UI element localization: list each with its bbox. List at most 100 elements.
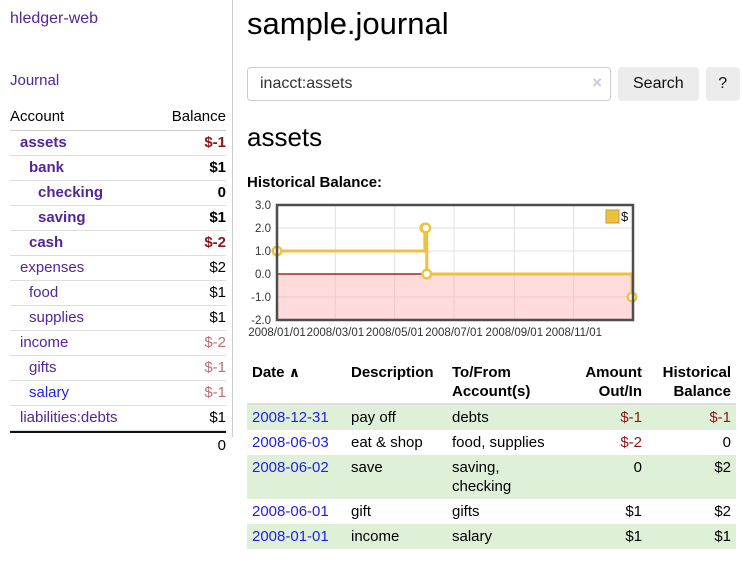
- account-row: gifts $-1: [10, 356, 226, 381]
- transaction-date-link[interactable]: 2008-12-31: [252, 409, 329, 427]
- account-link[interactable]: supplies: [29, 309, 85, 326]
- account-row: expenses $2: [10, 256, 226, 281]
- date-cell: 2008-06-02: [247, 455, 346, 499]
- svg-text:-1.0: -1.0: [251, 292, 271, 304]
- amount-cell: $-1: [620, 409, 642, 427]
- account-row: saving $1: [10, 206, 226, 231]
- register-row: 2008-12-31 pay off debts $-1 $-1: [247, 404, 736, 431]
- balance-column-header: Balance: [171, 108, 226, 125]
- help-button[interactable]: ?: [705, 66, 740, 101]
- balance-chart-svg: $ -2.0 -1.0 0.0 1.0 2.0 3.0 2008/01/01 2008/03/0…: [248, 200, 638, 339]
- register-row: 2008-06-02 save saving, checking 0 $2: [247, 455, 736, 500]
- transaction-date-link[interactable]: 2008-01-01: [252, 528, 329, 546]
- accounts-cell: salary: [452, 528, 493, 546]
- svg-text:3.0: 3.0: [255, 200, 271, 212]
- svg-text:0.0: 0.0: [255, 269, 271, 281]
- date-cell: 2008-06-01: [247, 499, 346, 524]
- date-cell: 2008-06-03: [247, 430, 346, 455]
- account-link[interactable]: gifts: [29, 359, 57, 376]
- amount-cell: $1: [625, 528, 642, 546]
- svg-text:-2.0: -2.0: [251, 315, 271, 327]
- account-balance-value: $-2: [204, 334, 226, 351]
- account-balance-value: 0: [217, 184, 226, 201]
- account-link[interactable]: checking: [38, 184, 104, 201]
- balance-cell: $2: [714, 503, 731, 521]
- transaction-date-link[interactable]: 2008-06-01: [252, 503, 329, 521]
- balance-column-header: Historical Balance: [647, 361, 736, 406]
- description-cell: gift: [351, 503, 372, 521]
- amount-cell: $1: [625, 503, 642, 521]
- sort-ascending-icon: ∧: [288, 364, 301, 381]
- svg-text:1.0: 1.0: [255, 246, 271, 258]
- account-row: salary $-1: [10, 381, 226, 406]
- account-link[interactable]: assets: [20, 134, 67, 151]
- sidebar: hledger-web Journal Account Balance asse…: [0, 0, 233, 454]
- account-balance-value: $1: [209, 209, 226, 226]
- total-balance-value: 0: [217, 437, 226, 454]
- account-link[interactable]: cash: [29, 234, 64, 251]
- svg-text:2008/11/01: 2008/11/01: [545, 327, 602, 339]
- clear-search-icon[interactable]: ×: [592, 72, 602, 92]
- description-cell: save: [351, 459, 383, 477]
- amount-column-header: Amount Out/In: [563, 361, 647, 406]
- svg-text:$: $: [621, 209, 629, 224]
- account-link[interactable]: food: [29, 284, 59, 301]
- date-column-header[interactable]: Date ∧: [247, 361, 346, 406]
- search-button[interactable]: Search: [618, 66, 699, 101]
- account-balance-value: $-1: [204, 134, 226, 151]
- account-row: checking 0: [10, 181, 226, 206]
- account-balance-value: $-1: [204, 359, 226, 376]
- account-balance-value: $1: [209, 309, 226, 326]
- main-content: sample.journal × Search ? assets Histori…: [247, 0, 742, 550]
- account-link[interactable]: liabilities:debts: [20, 409, 118, 426]
- account-row: income $-2: [10, 331, 226, 356]
- account-balance-value: $-1: [204, 384, 226, 401]
- sidebar-item-journal[interactable]: Journal: [10, 72, 60, 89]
- account-table-header: Account Balance: [10, 104, 226, 131]
- account-balance-value: $2: [209, 259, 226, 276]
- balance-cell: $-1: [709, 409, 731, 427]
- search-form: × Search ?: [247, 66, 742, 101]
- register-row: 2008-06-01 gift gifts $1 $2: [247, 499, 736, 524]
- account-link[interactable]: saving: [38, 209, 86, 226]
- accounts-column-header: To/From Account(s): [447, 361, 563, 406]
- account-balance-value: $1: [209, 159, 226, 176]
- accounts-cell: saving, checking: [452, 459, 512, 496]
- chart-title: Historical Balance:: [247, 174, 383, 192]
- balance-cell: 0: [722, 434, 731, 452]
- description-cell: income: [351, 528, 400, 546]
- account-link[interactable]: income: [20, 334, 69, 351]
- svg-text:2008/01/01: 2008/01/01: [248, 327, 306, 339]
- amount-cell: 0: [633, 459, 642, 477]
- account-link[interactable]: expenses: [20, 259, 85, 276]
- account-row: liabilities:debts $1: [10, 406, 226, 431]
- account-row: cash $-2: [10, 231, 226, 256]
- register-row: 2008-01-01 income salary $1 $1: [247, 524, 736, 550]
- description-cell: eat & shop: [351, 434, 423, 452]
- account-balance-value: $1: [209, 409, 226, 426]
- account-link[interactable]: bank: [29, 159, 65, 176]
- account-link[interactable]: salary: [29, 384, 70, 401]
- svg-text:2008/03/01: 2008/03/01: [307, 327, 365, 339]
- account-total-row: 0: [10, 431, 226, 458]
- date-cell: 2008-12-31: [247, 404, 346, 430]
- historical-balance-chart: $ -2.0 -1.0 0.0 1.0 2.0 3.0 2008/01/01 2008/03/0…: [247, 198, 742, 350]
- svg-text:2008/05/01: 2008/05/01: [366, 327, 424, 339]
- transaction-date-link[interactable]: 2008-06-02: [252, 459, 329, 477]
- brand-link[interactable]: hledger-web: [10, 10, 99, 27]
- register-header-row: Date ∧ Description To/From Account(s) Am…: [247, 361, 736, 406]
- account-heading: assets: [247, 121, 323, 152]
- description-column-header: Description: [346, 361, 447, 406]
- transaction-date-link[interactable]: 2008-06-03: [252, 434, 329, 452]
- description-cell: pay off: [351, 409, 396, 427]
- account-column-header: Account: [10, 108, 65, 125]
- balance-cell: $1: [714, 528, 731, 546]
- date-cell: 2008-01-01: [247, 524, 346, 549]
- svg-text:2008/09/01: 2008/09/01: [486, 327, 544, 339]
- account-row: food $1: [10, 281, 226, 306]
- search-input[interactable]: [247, 66, 611, 101]
- register-row: 2008-06-03 eat & shop food, supplies $-2 0: [247, 430, 736, 455]
- accounts-cell: gifts: [452, 503, 480, 521]
- balance-cell: $2: [714, 459, 731, 477]
- account-row: supplies $1: [10, 306, 226, 331]
